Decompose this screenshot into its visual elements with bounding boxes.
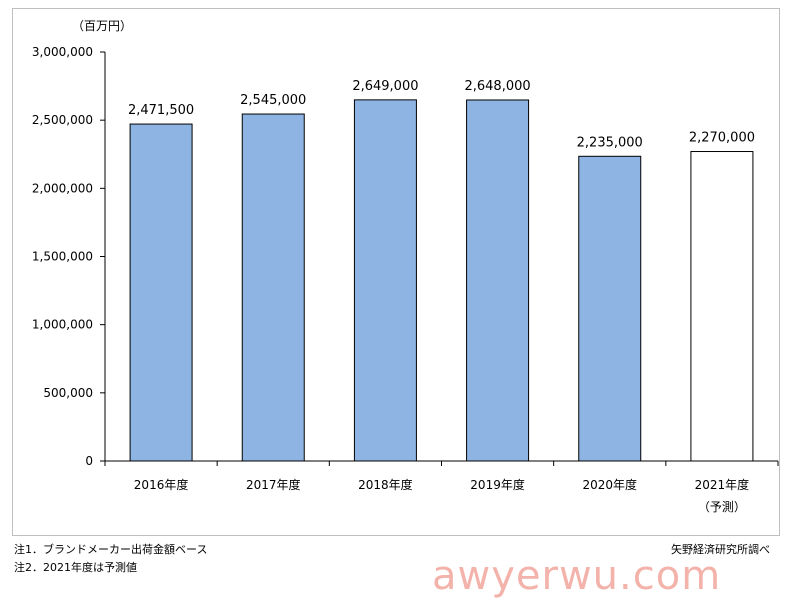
note-2: 注2．2021年度は予測値	[14, 561, 137, 574]
bar-value-label: 2,545,000	[240, 93, 306, 108]
x-tick-label: 2020年度	[582, 477, 637, 492]
y-tick-label: 0	[85, 454, 93, 468]
x-tick-sublabel: （予測）	[698, 500, 746, 514]
bar	[353, 99, 417, 462]
bar-value-label: 2,471,500	[128, 103, 194, 118]
x-tick-label: 2017年度	[246, 477, 301, 492]
x-tick-label: 2019年度	[470, 477, 525, 492]
bar	[466, 99, 530, 462]
bar-value-label: 2,235,000	[577, 135, 643, 150]
y-tick-label: 2,500,000	[32, 113, 93, 127]
y-tick-label: 3,000,000	[32, 45, 93, 59]
y-tick-label: 500,000	[43, 386, 93, 400]
x-tick-label: 2021年度	[695, 477, 750, 492]
watermark: awyerwu.com	[432, 553, 722, 599]
y-tick-label: 2,000,000	[32, 181, 93, 195]
x-tick-label: 2018年度	[358, 477, 413, 492]
bar-value-label: 2,648,000	[464, 79, 530, 94]
note-1: 注1．ブランドメーカー出荷金額ベース	[14, 543, 208, 556]
bar-forecast	[690, 151, 754, 462]
bar	[578, 155, 642, 462]
bar-value-label: 2,649,000	[352, 79, 418, 94]
bars: 2,471,500 2,545,000 2,649,000 2,648,000 2,23…	[128, 79, 755, 462]
bar	[241, 113, 305, 462]
bar-value-label: 2,270,000	[689, 131, 755, 146]
x-tick-label: 2016年度	[134, 477, 189, 492]
y-axis: 0 500,000 1,000,000 1,500,000 2,000,000 2,500…	[32, 45, 106, 468]
x-axis: 2016年度 2017年度 2018年度 2019年度 2020年度 2021年度 （予測）	[104, 460, 779, 514]
unit-label: （百万円）	[72, 19, 132, 33]
bar	[129, 123, 193, 462]
source-credit: 矢野経済研究所調べ	[671, 543, 770, 556]
y-tick-label: 1,000,000	[32, 318, 93, 332]
y-tick-label: 1,500,000	[32, 250, 93, 264]
